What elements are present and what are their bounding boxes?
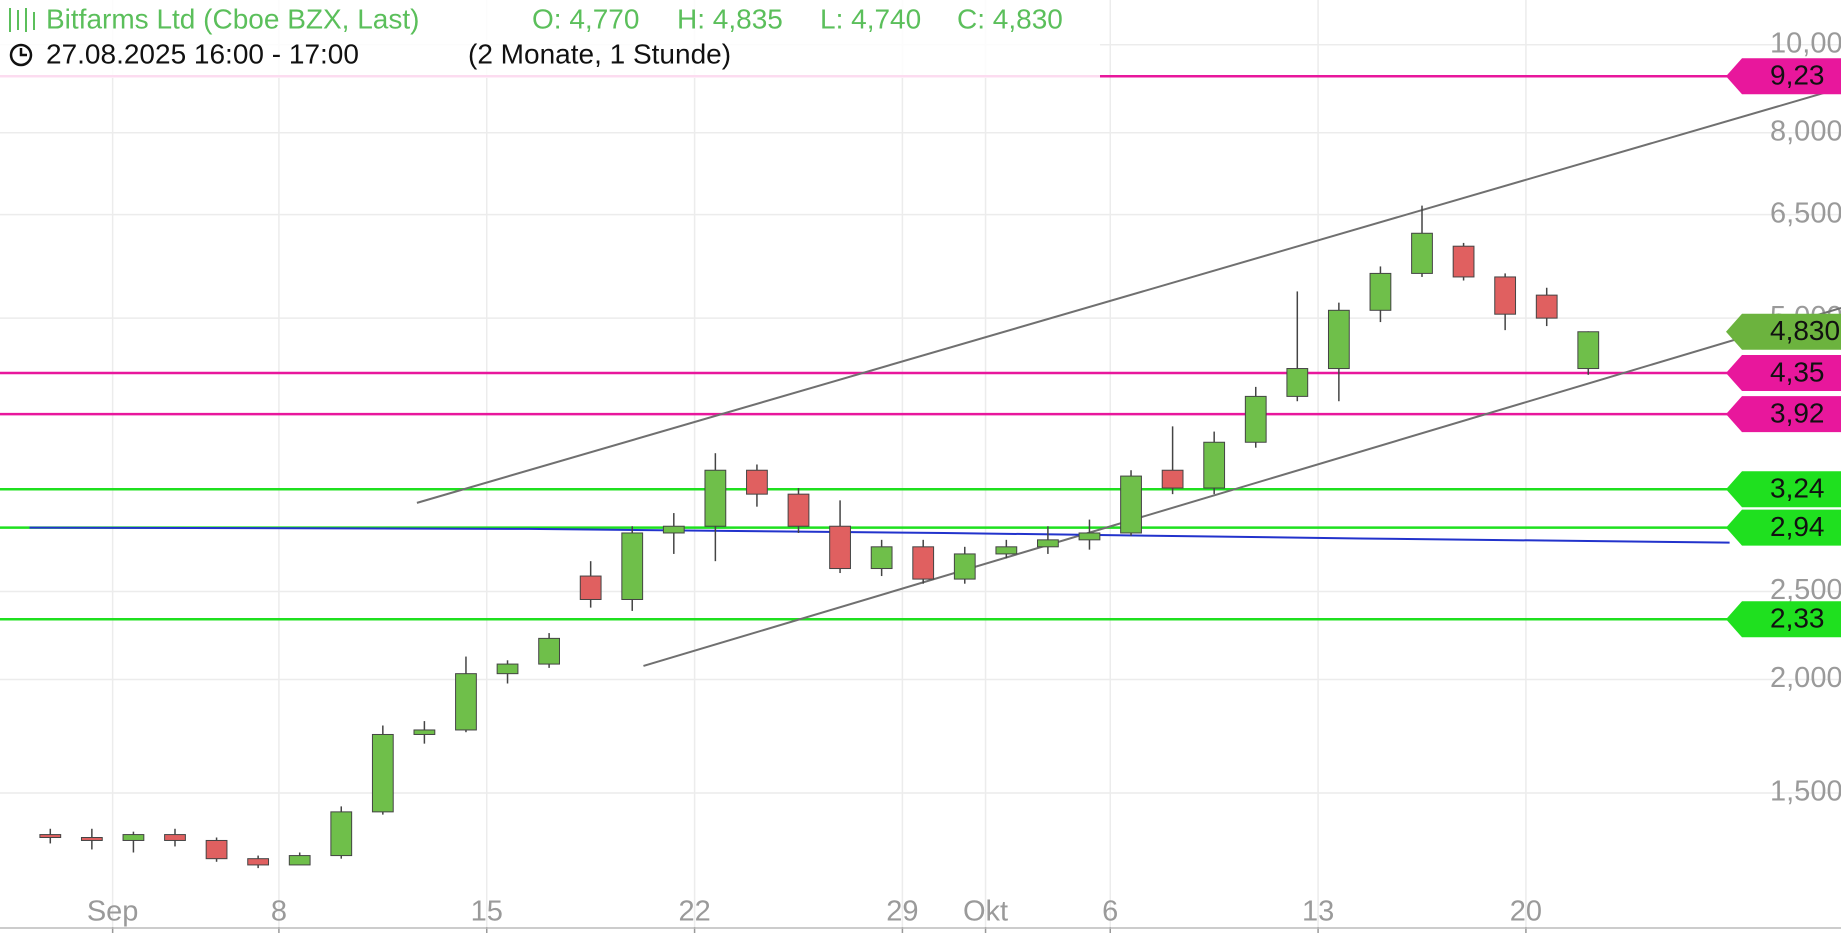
candle-body: [1411, 232, 1433, 274]
candle-body: [455, 673, 477, 731]
x-tick-label: 6: [1102, 896, 1118, 928]
candle-body: [205, 839, 228, 860]
candle-body: [1244, 395, 1267, 443]
candle-body: [829, 525, 851, 570]
ohlc-low: L: 4,740: [820, 3, 921, 34]
candle-body: [164, 834, 186, 841]
candle-body: [80, 837, 103, 841]
ohlc-high: H: 4,835: [677, 3, 783, 34]
candle-body: [579, 575, 602, 600]
price-tag: [1726, 471, 1841, 508]
candle-body: [371, 733, 394, 813]
candle-body: [787, 493, 810, 527]
candle-body: [1078, 532, 1101, 541]
y-tick-label: 6,500: [1770, 197, 1841, 229]
candle-body: [912, 546, 935, 580]
header: Bitfarms Ltd (Cboe BZX, Last) O: 4,770 H…: [0, 0, 1100, 78]
candle-body: [538, 637, 560, 665]
candle-body: [1369, 272, 1392, 311]
candle-body: [1535, 294, 1558, 319]
candle-body: [870, 546, 893, 570]
x-tick-label: Okt: [963, 896, 1008, 928]
candle-body: [1327, 309, 1350, 370]
tags: 9,23 4,830 4,35 3,92 3,24 2,94 2,33: [1726, 58, 1841, 638]
x-tick-label: 13: [1302, 896, 1334, 928]
price-tag-label: 4,35: [1770, 356, 1825, 387]
price-tag: [1726, 313, 1841, 350]
candle-body: [1286, 368, 1309, 397]
instrument-title: Bitfarms Ltd (Cboe BZX, Last): [46, 3, 419, 34]
candle-body: [288, 855, 311, 866]
x-tick-label: 29: [886, 896, 918, 928]
candle-body: [704, 469, 727, 527]
trend-line: [643, 307, 1841, 667]
candle-body: [1037, 539, 1059, 548]
candle-body: [413, 729, 436, 735]
candle-body: [247, 858, 270, 866]
price-tag: [1726, 396, 1841, 433]
candle-body: [621, 532, 644, 600]
y-tick-label: 8,000: [1770, 115, 1841, 147]
candle-body: [953, 553, 976, 580]
trend-line: [29, 526, 1730, 544]
price-tag-label: 3,24: [1770, 473, 1825, 504]
price-tag-label: 4,830: [1770, 315, 1840, 346]
y-tick-label: 1,500: [1770, 776, 1841, 808]
y-tick-label: 10,000: [1770, 27, 1841, 59]
time-range: 27.08.2025 16:00 - 17:00: [46, 38, 359, 69]
price-tag: [1726, 355, 1841, 392]
price-tag: [1726, 509, 1841, 546]
candle-body: [39, 834, 62, 839]
price-tag-label: 2,33: [1770, 603, 1825, 634]
candle-body: [1452, 245, 1475, 278]
trend-line: [416, 87, 1841, 504]
ohlc-close: C: 4,830: [957, 3, 1063, 34]
candle-body: [122, 834, 145, 841]
candle-body: [1161, 469, 1184, 489]
y-tick-label: 2,500: [1770, 574, 1841, 606]
candle-body: [1203, 441, 1226, 489]
period: (2 Monate, 1 Stunde): [468, 38, 731, 69]
x-tick-label: 20: [1510, 896, 1542, 928]
header-bg: [0, 0, 1100, 78]
clock-hands: [19, 48, 27, 57]
x-tick-label: 15: [471, 896, 503, 928]
ohlc-open: O: 4,770: [532, 3, 639, 34]
candle-body: [496, 663, 519, 675]
y-tick-label: 2,000: [1770, 662, 1841, 694]
price-tag-label: 9,23: [1770, 60, 1825, 91]
candle-body: [662, 525, 685, 534]
candle-body: [1494, 276, 1517, 315]
candle-body: [995, 546, 1018, 555]
candle-body: [1577, 331, 1600, 370]
x-tick-label: 8: [271, 896, 287, 928]
price-tag: [1726, 58, 1841, 95]
clock-icon: [9, 43, 33, 67]
price-tag: [1726, 601, 1841, 638]
x-tick-label: Sep: [87, 896, 139, 928]
candle-body: [330, 811, 353, 857]
price-tag-label: 2,94: [1770, 511, 1825, 542]
price-tag-label: 3,92: [1770, 397, 1825, 428]
marks: [0, 75, 1841, 869]
candle-icon: [9, 8, 35, 32]
candle-body: [746, 469, 768, 495]
x-tick-label: 22: [678, 896, 710, 928]
candle-body: [1120, 475, 1142, 534]
